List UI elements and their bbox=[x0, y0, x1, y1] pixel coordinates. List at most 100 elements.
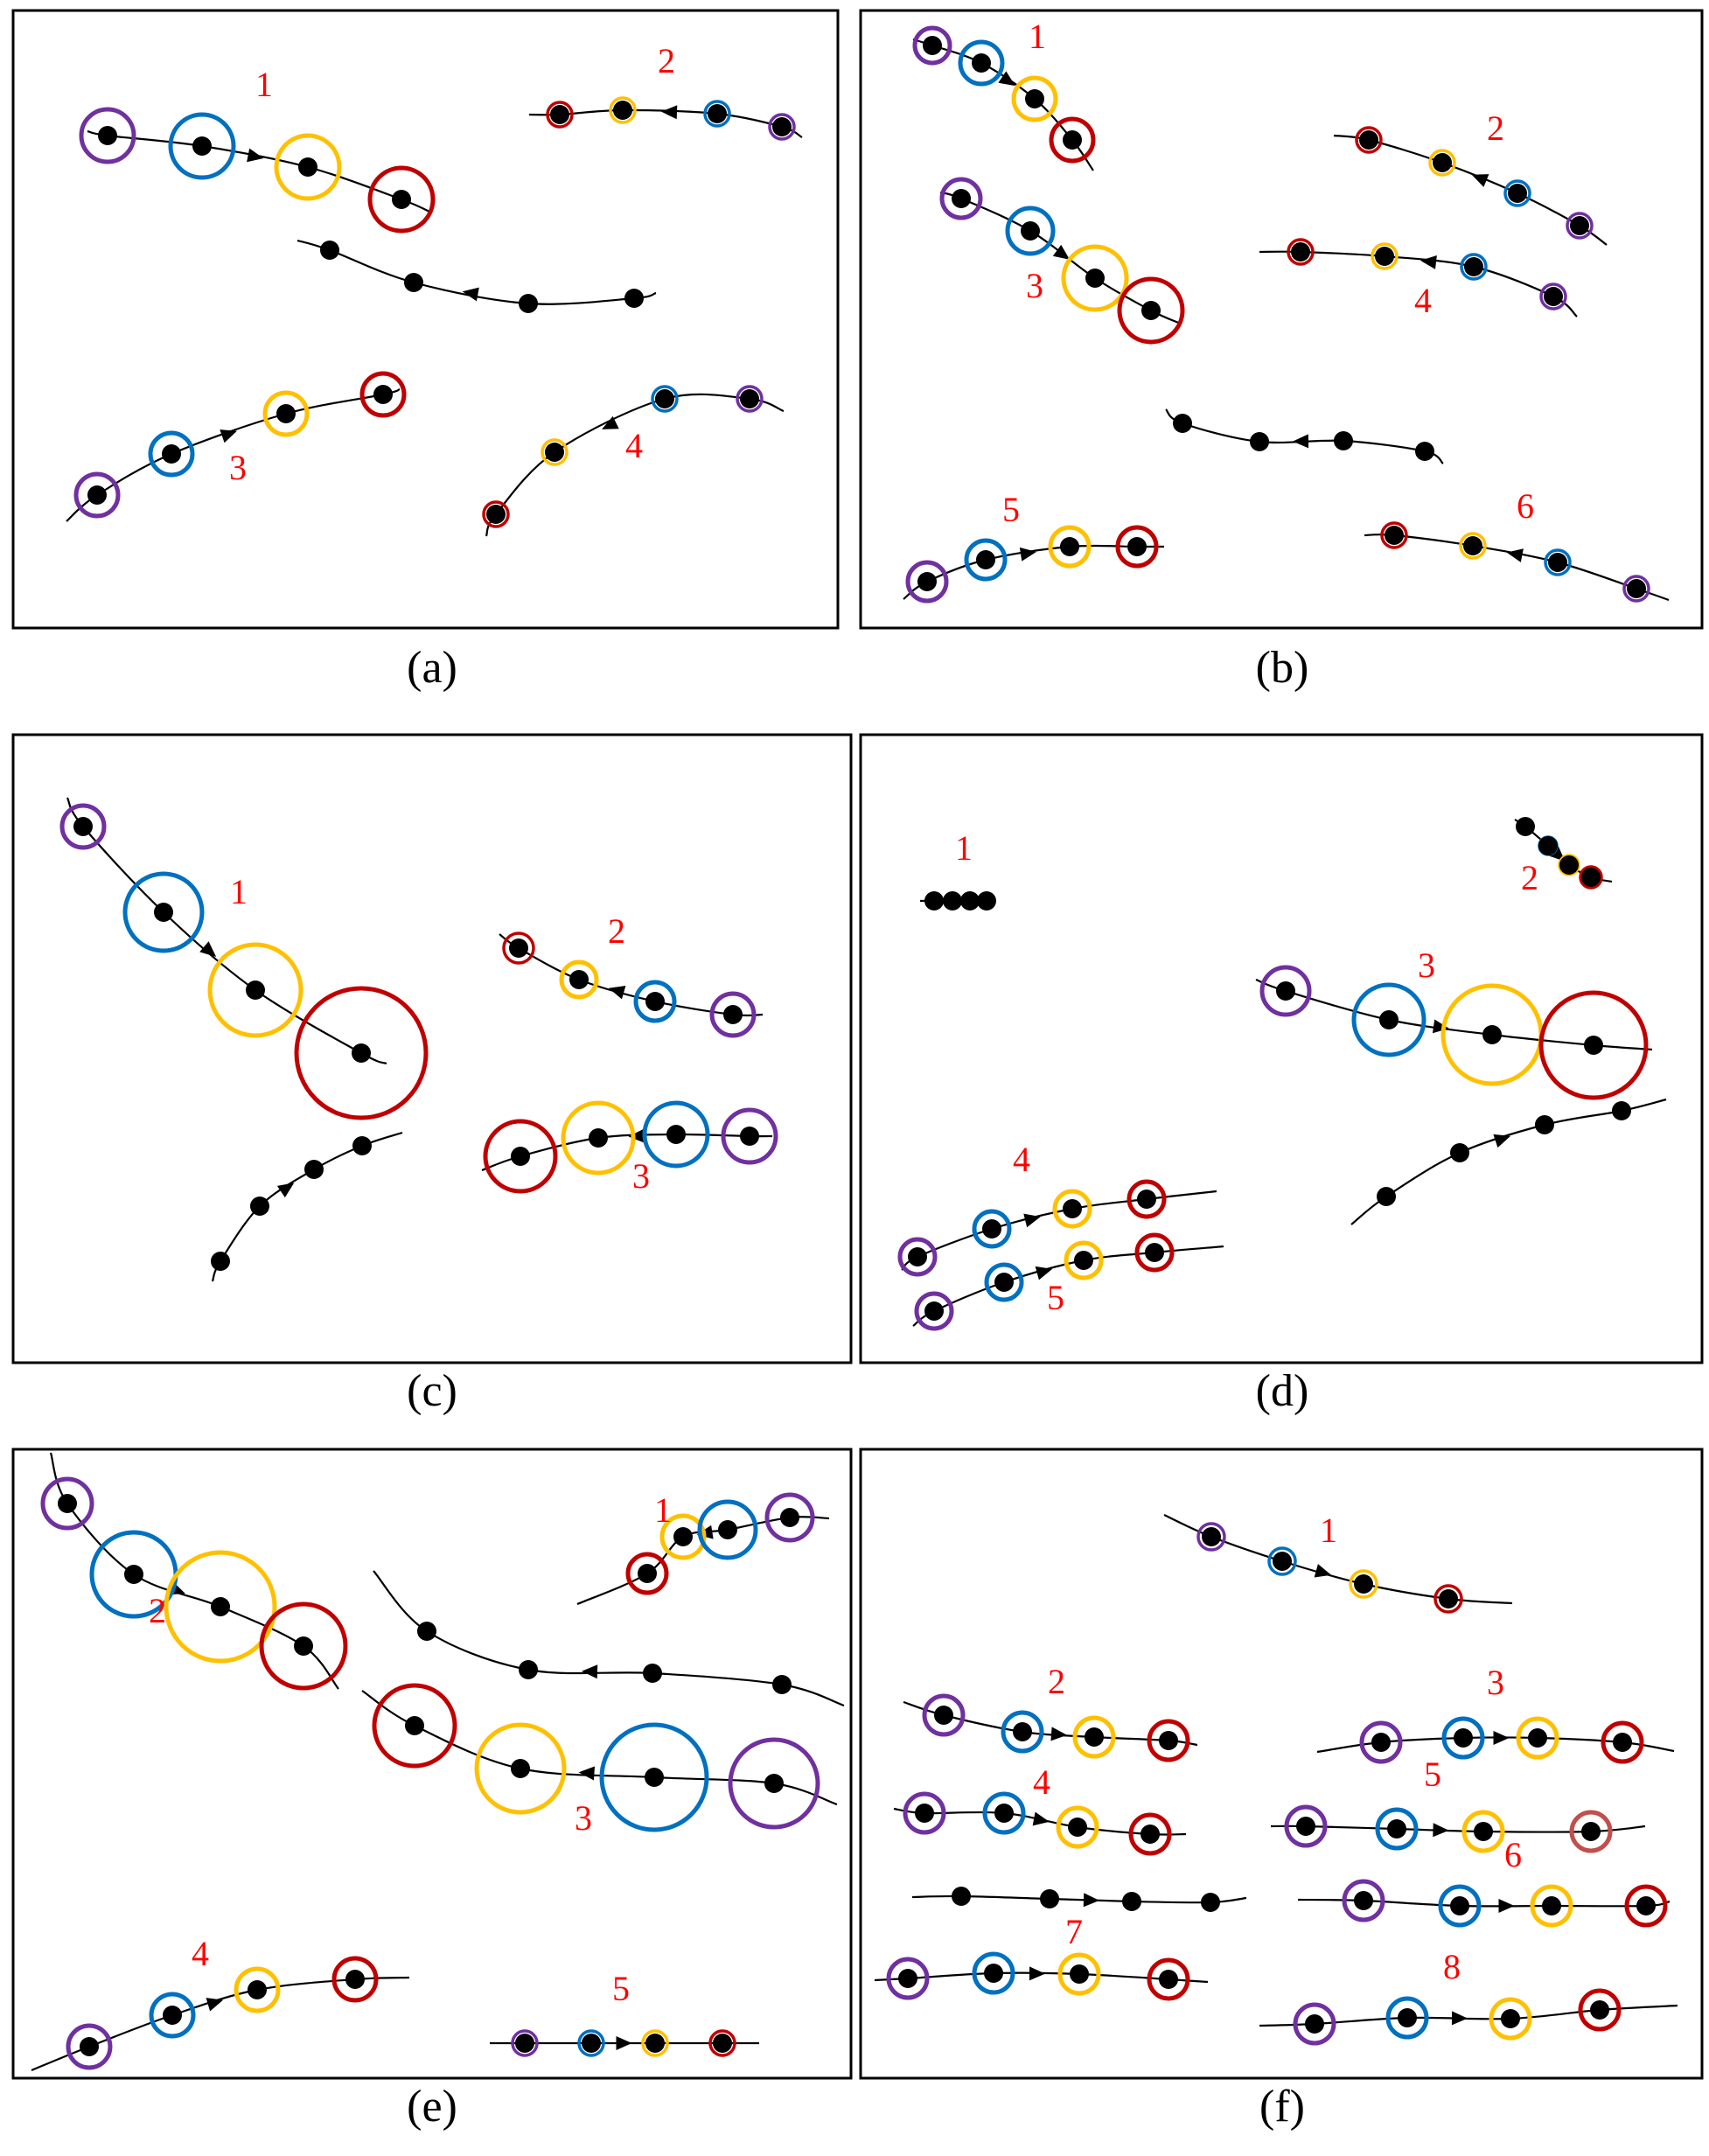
red-ring bbox=[367, 165, 436, 234]
track-unlabeled bbox=[211, 1131, 403, 1282]
position-dot bbox=[1379, 1010, 1399, 1029]
track-7: 7 bbox=[874, 1912, 1209, 2001]
position-dot bbox=[673, 1527, 693, 1546]
yellow-ring bbox=[1064, 1240, 1104, 1280]
position-dot bbox=[1538, 836, 1558, 855]
yellow-ring bbox=[1052, 1189, 1092, 1229]
position-dot bbox=[1060, 537, 1079, 556]
position-dot bbox=[98, 126, 117, 145]
position-dot bbox=[1127, 537, 1147, 556]
position-dot bbox=[982, 1219, 1001, 1238]
yellow-ring bbox=[1516, 1716, 1559, 1760]
position-dot bbox=[1377, 1187, 1396, 1206]
track-number: 7 bbox=[1065, 1912, 1083, 1951]
blue-ring bbox=[633, 980, 677, 1023]
position-dot bbox=[163, 2006, 182, 2025]
red-ring bbox=[482, 500, 510, 528]
panel-e: 2 1 3 4 5 (e) bbox=[11, 1448, 853, 2132]
position-dot bbox=[1508, 184, 1527, 203]
red-ring bbox=[1117, 276, 1185, 345]
position-dot bbox=[1450, 1143, 1469, 1162]
red-ring bbox=[331, 1956, 379, 2003]
position-dot bbox=[943, 891, 962, 911]
position-dot bbox=[923, 36, 942, 55]
position-dot bbox=[613, 101, 632, 120]
blue-ring bbox=[1460, 253, 1488, 281]
track-number: 2 bbox=[1487, 108, 1504, 148]
direction-arrow bbox=[1433, 1823, 1449, 1838]
position-dot bbox=[1140, 1825, 1160, 1844]
position-dot bbox=[569, 970, 589, 989]
position-dot bbox=[1273, 1552, 1292, 1571]
yellow-ring bbox=[659, 1513, 707, 1560]
position-dot bbox=[1398, 2008, 1417, 2027]
position-dot bbox=[1375, 247, 1394, 266]
position-dot bbox=[772, 117, 792, 136]
position-dot bbox=[589, 1128, 608, 1148]
blue-ring bbox=[1503, 179, 1531, 207]
position-dot bbox=[994, 1804, 1014, 1823]
position-dot bbox=[211, 1597, 230, 1616]
position-dot bbox=[1173, 414, 1192, 433]
position-dot bbox=[545, 443, 564, 462]
track-4: 4 bbox=[893, 1762, 1187, 1856]
track-number: 3 bbox=[575, 1798, 592, 1838]
panel-frame bbox=[859, 1448, 1704, 2080]
yellow-ring bbox=[1459, 532, 1487, 560]
blue-ring bbox=[982, 1791, 1026, 1835]
direction-arrow bbox=[1471, 174, 1489, 187]
track-3: 3 bbox=[1255, 945, 1653, 1100]
blue-ring bbox=[642, 1100, 710, 1169]
red-ring bbox=[1538, 990, 1649, 1100]
position-dot bbox=[404, 273, 423, 292]
track-1: 1 bbox=[79, 65, 436, 234]
track-unlabeled bbox=[373, 1570, 845, 1707]
position-dot bbox=[405, 1716, 424, 1735]
red-ring bbox=[359, 371, 407, 418]
direction-arrow bbox=[628, 1128, 645, 1143]
blue-ring bbox=[1375, 1807, 1419, 1851]
yellow-ring bbox=[609, 96, 637, 124]
position-dot bbox=[124, 1565, 143, 1584]
red-ring bbox=[1147, 1719, 1190, 1762]
panel-f: 1 2 3 4 5 6 7 8 (f) bbox=[859, 1448, 1704, 2132]
direction-arrow bbox=[582, 1664, 598, 1679]
position-dot bbox=[87, 485, 107, 505]
direction-arrow bbox=[206, 1998, 224, 2012]
purple-ring bbox=[1359, 1720, 1403, 1764]
position-dot bbox=[1276, 981, 1295, 1001]
track-number: 5 bbox=[1002, 490, 1020, 529]
track-2: 2 bbox=[903, 1662, 1198, 1762]
position-dot bbox=[211, 1252, 230, 1271]
yellow-ring bbox=[234, 1966, 281, 2013]
purple-ring bbox=[511, 2029, 539, 2057]
purple-ring bbox=[40, 1476, 94, 1531]
direction-arrow bbox=[661, 105, 678, 120]
position-dot bbox=[708, 104, 727, 123]
red-ring bbox=[1355, 126, 1383, 154]
yellow-ring bbox=[207, 942, 303, 1038]
track-number: 4 bbox=[1033, 1762, 1050, 1802]
position-dot bbox=[1371, 1733, 1391, 1752]
track-1: 1 bbox=[912, 17, 1096, 171]
position-dot bbox=[740, 389, 759, 408]
yellow-ring bbox=[1530, 1884, 1573, 1928]
track-unlabeled bbox=[1350, 1098, 1667, 1225]
position-dot bbox=[1063, 1199, 1082, 1218]
position-dot bbox=[392, 190, 411, 209]
yellow-ring bbox=[274, 133, 342, 201]
position-dot bbox=[250, 1197, 269, 1216]
direction-arrow bbox=[1035, 1266, 1053, 1280]
position-dot bbox=[486, 505, 506, 524]
position-dot bbox=[582, 2034, 601, 2053]
position-dot bbox=[1516, 817, 1535, 836]
position-dot bbox=[624, 289, 644, 308]
red-ring bbox=[625, 1552, 669, 1595]
track-number: 5 bbox=[1047, 1278, 1064, 1317]
position-dot bbox=[1581, 868, 1601, 887]
panel-caption: (a) bbox=[407, 643, 457, 693]
yellow-ring bbox=[1349, 1569, 1378, 1599]
track-number: 5 bbox=[612, 1969, 630, 2008]
position-dot bbox=[248, 1980, 267, 1999]
position-dot bbox=[515, 2034, 534, 2053]
